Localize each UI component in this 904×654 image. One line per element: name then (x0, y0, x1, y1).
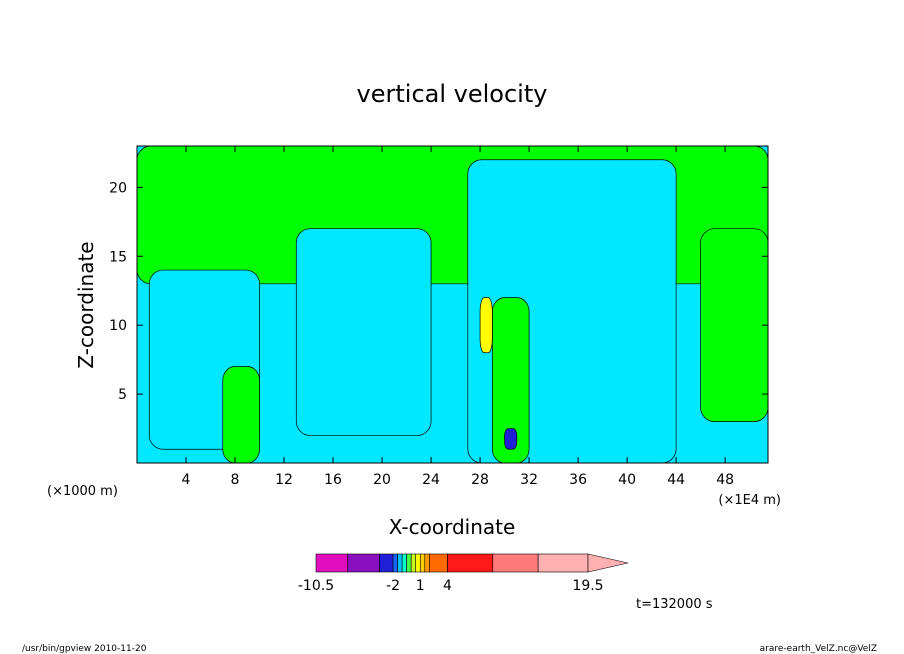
x-axis-label: X-coordinate (389, 515, 516, 539)
y-ticks: 5 10 15 20 (109, 180, 768, 403)
footer-right: arare-earth_VelZ.nc@VelZ (760, 644, 877, 654)
colorbar-segment (392, 553, 398, 573)
x-tick-label: 36 (569, 472, 587, 488)
colorbar-segment (397, 553, 403, 573)
colorbar-tick-label: 19.5 (572, 578, 603, 594)
colorbar-extend-arrow (587, 553, 629, 573)
colorbar-segment (406, 553, 412, 573)
field-region-positive (222, 366, 260, 464)
colorbar-segment (492, 553, 539, 573)
field-region-positive (700, 228, 769, 423)
x-tick-label: 12 (275, 472, 293, 488)
y-axis-label: Z-coordinate (74, 241, 98, 368)
colorbar-segment (429, 553, 448, 573)
chart-title: vertical velocity (357, 80, 548, 108)
field-region-strong-positive (479, 297, 493, 354)
y-tick-label: 15 (109, 249, 127, 265)
y-tick-label: 10 (109, 318, 127, 334)
x-tick-label: 44 (667, 472, 685, 488)
colorbar-segment (419, 553, 426, 573)
x-multiplier-right: (×1E4 m) (718, 493, 781, 508)
x-tick-label: 20 (373, 472, 391, 488)
colorbar-segment (424, 553, 430, 573)
field-region-strong-negative (504, 428, 518, 450)
colorbar-tick-label: -10.5 (298, 578, 334, 594)
colorbar-segment (379, 553, 394, 573)
x-tick-label: 4 (182, 472, 191, 488)
plot-frame (136, 145, 769, 464)
colorbar-segment (315, 553, 349, 573)
colorbar (315, 553, 629, 573)
x-multiplier-left: (×1000 m) (47, 484, 118, 499)
time-label: t=132000 s (636, 597, 713, 612)
y-tick-label: 5 (118, 387, 127, 403)
colorbar-tick-label: 4 (443, 578, 452, 594)
x-tick-label: 48 (716, 472, 734, 488)
colorbar-segment (447, 553, 494, 573)
footer-left: /usr/bin/gpview 2010-11-20 (22, 644, 147, 654)
colorbar-tick-label: 1 (416, 578, 425, 594)
x-tick-label: 16 (324, 472, 342, 488)
y-tick-label: 20 (109, 180, 127, 196)
colorbar-segment (410, 553, 417, 573)
colorbar-segment (415, 553, 421, 573)
plot-area (136, 145, 769, 464)
x-ticks: 4 8 12 16 20 24 28 32 36 40 44 48 (182, 146, 734, 488)
colorbar-segment (401, 553, 407, 573)
colorbar-ticks: -10.5 -2 1 4 19.5 (298, 578, 604, 594)
x-tick-label: 40 (618, 472, 636, 488)
colorbar-segment (537, 553, 589, 573)
colorbar-tick-label: -2 (386, 578, 400, 594)
field-regions (136, 145, 769, 464)
field-region-negative (295, 228, 432, 436)
x-tick-label: 8 (231, 472, 240, 488)
x-tick-label: 28 (471, 472, 489, 488)
x-tick-label: 32 (520, 472, 538, 488)
colorbar-segment (347, 553, 380, 573)
x-tick-label: 24 (422, 472, 440, 488)
